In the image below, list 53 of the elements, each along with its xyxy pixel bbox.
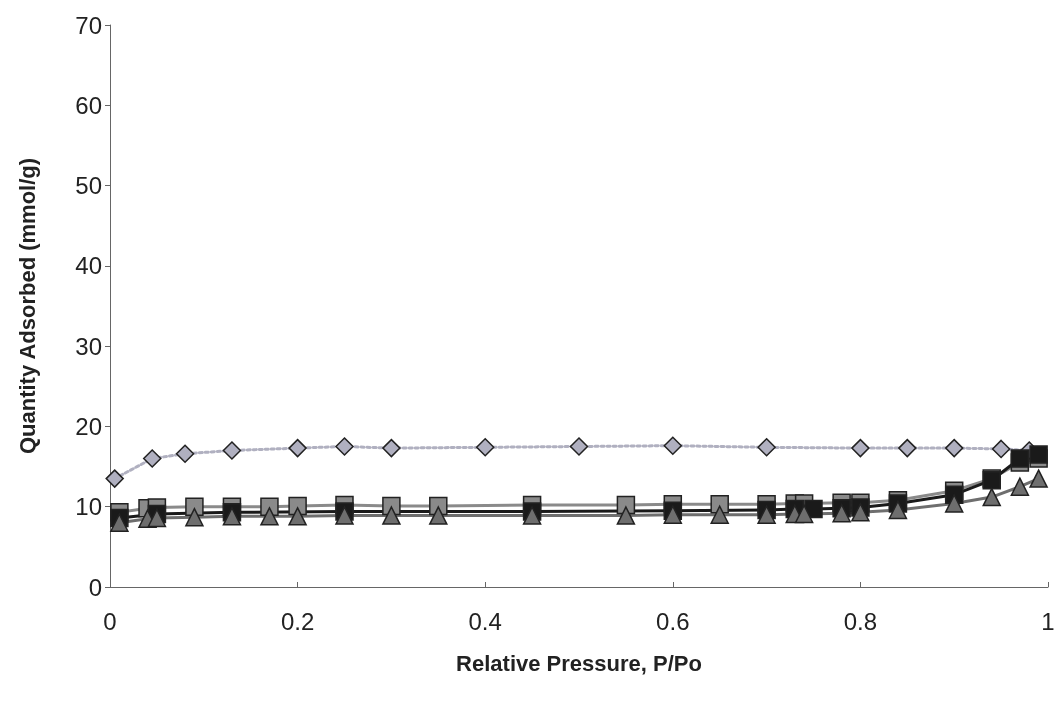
point (222, 507, 242, 526)
y-tick-label: 70 (75, 11, 102, 39)
point (522, 506, 542, 525)
point (382, 438, 401, 458)
y-tick-label: 50 (75, 172, 102, 200)
point (944, 438, 964, 458)
x-tick-label: 1 (1041, 607, 1055, 635)
point (710, 505, 729, 524)
point (757, 438, 776, 457)
point (1010, 449, 1030, 468)
y-axis-title: Quantity Adsorbed (mmol/g) (14, 157, 40, 455)
y-tick-label: 30 (75, 332, 102, 360)
point (475, 438, 495, 457)
point (663, 505, 683, 524)
y-tick-label: 20 (75, 412, 102, 440)
point (260, 507, 279, 526)
point (142, 449, 162, 468)
point (832, 503, 851, 523)
point (1029, 445, 1048, 464)
y-tick-label: 60 (75, 91, 102, 119)
point (898, 438, 917, 458)
point (185, 507, 204, 527)
point (616, 506, 636, 525)
point (1010, 477, 1030, 496)
y-tick-label: 0 (88, 573, 102, 601)
point (569, 437, 589, 456)
point (105, 469, 124, 488)
point (1029, 469, 1048, 488)
point (110, 513, 129, 533)
point (851, 503, 870, 522)
point (288, 438, 307, 458)
x-tick-label: 0.6 (656, 607, 690, 635)
point (429, 506, 448, 525)
point (335, 506, 354, 525)
point (757, 505, 776, 524)
x-tick-label: 0.8 (843, 607, 878, 635)
point (335, 437, 354, 456)
point (288, 507, 307, 526)
point (222, 441, 242, 460)
y-tick-label: 40 (75, 252, 102, 280)
x-axis-title: Relative Pressure, P/Po (456, 650, 702, 676)
point (175, 444, 195, 463)
point (663, 436, 683, 455)
x-tick-label: 0.4 (468, 607, 502, 635)
point (991, 439, 1011, 459)
point (982, 487, 1001, 507)
x-tick-label: 0.2 (280, 607, 315, 635)
point (851, 438, 870, 458)
point (382, 506, 401, 525)
y-tick-label: 10 (75, 493, 102, 521)
point (944, 494, 964, 513)
point (888, 500, 908, 520)
point (794, 504, 814, 524)
